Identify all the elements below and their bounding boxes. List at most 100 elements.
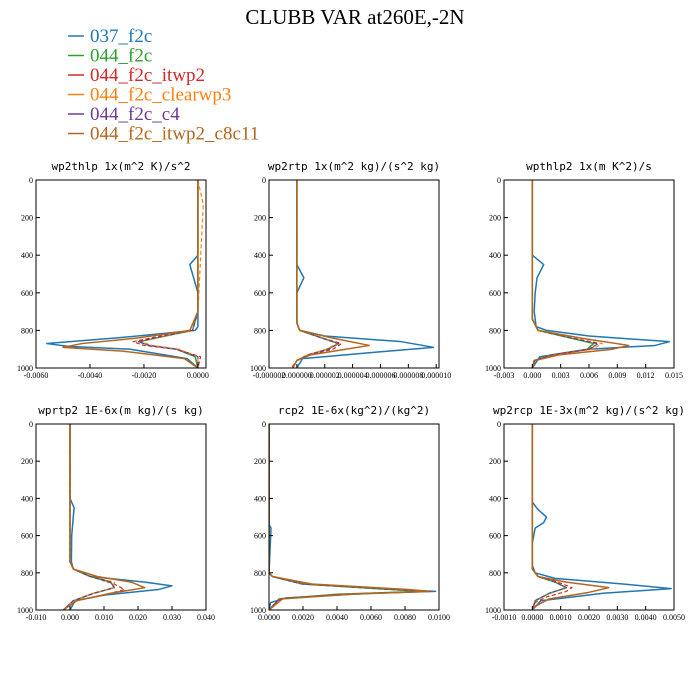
legend-label: 044_f2c_itwp2 [90,65,205,86]
x-tick-label: 0.0000 [521,613,543,622]
series-line [46,180,199,368]
plot-frame [503,423,675,611]
x-tick-label: -0.0060 [24,371,49,380]
series-line [531,180,630,368]
legend-item: 044_f2c_itwp2_c8c11 [68,124,259,145]
legend-label: 044_f2c_c4 [90,104,180,125]
plot-frame [268,423,440,611]
y-tick-label: 400 [21,251,33,260]
subplot: wp2rtp 1x(m^2 kg)/(s^2 kg)0 200 400 600 800 1… [250,160,451,380]
subplot-title: wp2rtp 1x(m^2 kg)/(s^2 kg) [268,160,440,173]
legend: 037_f2c044_f2c044_f2c_itwp2044_f2c_clear… [68,26,259,145]
x-tick-label: 0.0080 [394,613,416,622]
series-line [531,424,573,610]
series-line [132,180,202,368]
y-tick-label: 200 [21,457,33,466]
plot-frame [268,179,440,369]
series-line [296,180,435,368]
series-line [292,180,371,368]
x-tick-label: 0.040 [197,613,215,622]
series-line [269,424,430,610]
x-tick-label: 0.009 [608,371,626,380]
series-line [69,424,173,610]
y-tick-label: 800 [254,326,266,335]
y-tick-label: 200 [21,214,33,223]
subplot: wpthlp2 1x(m K^2)/s 0 200 400 600 800 1000-0.0… [485,160,683,380]
subplot-title: wp2thlp 1x(m^2 K)/s^2 [51,160,190,173]
y-tick-label: 200 [254,457,266,466]
y-tick-label: 1000 [485,364,501,373]
series-line [531,424,567,610]
series-line [531,424,568,610]
x-tick-label: -0.010 [26,613,47,622]
series-group [531,180,671,368]
x-tick-label: 0.006 [580,371,598,380]
y-tick-label: 800 [489,326,501,335]
legend-label: 044_f2c [90,46,152,67]
y-tick-label: 400 [489,494,501,503]
series-group [269,424,437,610]
y-tick-label: 200 [489,214,501,223]
subplot-title: wprtp2 1E-6x(m kg)/(s kg) [38,404,204,417]
series-line [531,424,610,610]
y-tick-label: 400 [254,494,266,503]
x-tick-label: 0.0050 [663,613,685,622]
subplot: wprtp2 1E-6x(m kg)/(s kg) 0 200 400 600 800 10… [17,404,215,622]
y-tick-label: 0 [262,176,266,185]
x-tick-label: -0.000002 [253,371,286,380]
subplot: rcp2 1E-6x(kg^2)/(kg^2) 0 200 400 600 800 1000… [250,404,450,622]
series-line [531,180,595,368]
series-group [290,180,435,368]
panels: wp2thlp 1x(m^2 K)/s^202004006008001000-0… [17,160,685,622]
x-tick-label: 0.0000 [258,613,280,622]
series-line [269,424,423,610]
x-tick-label: 0.0020 [578,613,600,622]
y-tick-label: 600 [254,532,266,541]
y-tick-label: 600 [21,532,33,541]
y-tick-label: 0 [497,420,501,429]
series-line [62,424,126,610]
x-tick-label: 0.000004 [338,371,368,380]
x-tick-label: 0.0010 [550,613,572,622]
y-tick-label: 1000 [250,606,266,615]
subplot: wp2rcp 1E-3x(m^2 kg)/(s^2 kg) 0 200 400 600 8… [485,404,685,622]
x-tick-label: 0.000006 [365,371,395,380]
y-tick-label: 0 [29,420,33,429]
x-tick-label: 0.0060 [360,613,382,622]
x-tick-label: 0.000002 [310,371,340,380]
x-tick-label: 0.0030 [606,613,628,622]
x-tick-label: 0.0040 [635,613,657,622]
series-line [531,180,671,368]
legend-label: 044_f2c_clearwp3 [90,85,231,106]
series-group [62,424,173,610]
figure-title: CLUBB VAR at260E,-2N [245,5,464,29]
y-tick-label: 200 [489,457,501,466]
x-tick-label: 0.000008 [393,371,423,380]
subplot-title: wpthlp2 1x(m K^2)/s [526,160,652,173]
series-line [140,180,204,368]
x-tick-label: -0.0020 [132,371,157,380]
y-tick-label: 200 [254,214,266,223]
y-tick-label: 800 [254,569,266,578]
y-tick-label: 600 [489,289,501,298]
series-line [62,180,199,368]
subplot-title: wp2rcp 1E-3x(m^2 kg)/(s^2 kg) [493,404,685,417]
series-line [292,180,340,368]
x-tick-label: -0.003 [494,371,515,380]
series-group [531,424,672,610]
x-tick-label: 0.000000 [282,371,312,380]
legend-item: 044_f2c_c4 [68,104,180,125]
y-tick-label: 1000 [17,364,33,373]
y-tick-label: 400 [489,251,501,260]
x-tick-label: -0.0040 [78,371,103,380]
x-tick-label: 0.003 [552,371,570,380]
x-tick-label: 0.010 [95,613,113,622]
x-tick-label: 0.0020 [292,613,314,622]
y-tick-label: 0 [497,176,501,185]
series-line [292,180,340,368]
y-tick-label: 400 [21,494,33,503]
x-tick-label: -0.0010 [492,613,517,622]
x-tick-label: 0.0000 [187,371,209,380]
plot-frame [35,179,207,369]
